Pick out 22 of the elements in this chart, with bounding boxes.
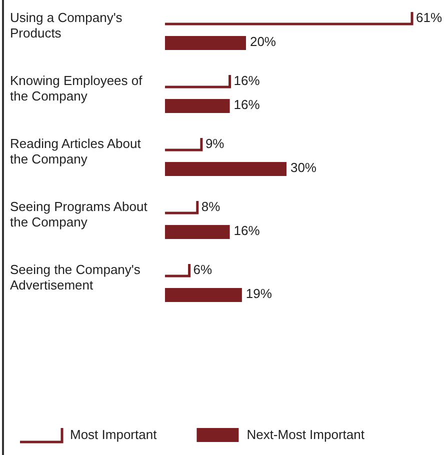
legend-label: Next-Most Important (246, 427, 365, 442)
data-label: 19% (246, 286, 272, 301)
bar (165, 99, 230, 113)
data-label: 30% (290, 160, 317, 175)
data-label: 16% (234, 97, 260, 112)
bar (165, 162, 286, 176)
bar (165, 36, 246, 50)
y-tick-label: Using a Company's Products (10, 10, 123, 41)
y-tick-label: Seeing the Company's Advertisement (10, 262, 141, 293)
bar (165, 288, 242, 302)
y-tick-label: Seeing Programs About the Company (10, 199, 148, 230)
data-label: 16% (234, 223, 260, 238)
y-tick-label: Reading Articles About the Company (10, 136, 142, 167)
legend-label: Most Important (70, 427, 158, 442)
data-label: 6% (193, 262, 213, 277)
data-label: 16% (234, 73, 260, 88)
bar (165, 225, 230, 239)
y-tick-label: Knowing Employees of the Company (10, 73, 143, 104)
data-label: 9% (205, 136, 225, 151)
data-label: 61% (416, 10, 442, 25)
data-label: 8% (201, 199, 221, 214)
data-label: 20% (250, 34, 276, 49)
